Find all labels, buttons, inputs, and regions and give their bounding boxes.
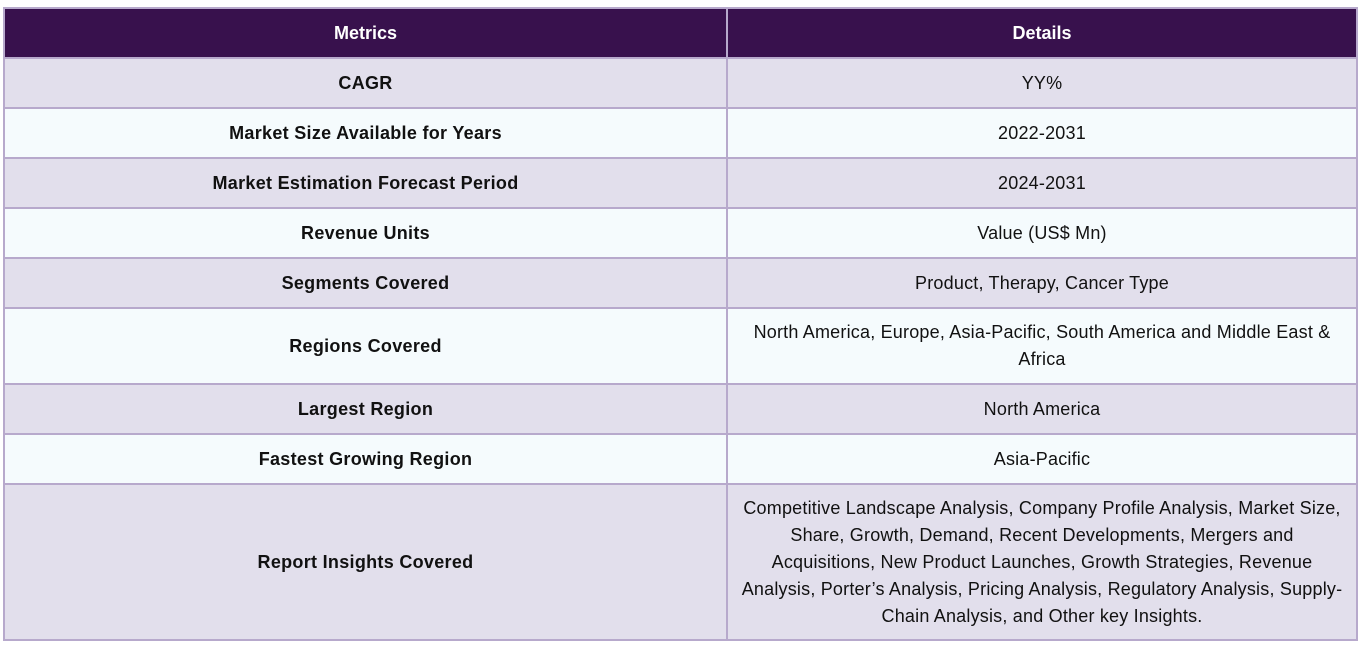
- column-header-metrics: Metrics: [3, 7, 728, 59]
- table-row-market-size-years: Market Size Available for Years 2022-203…: [3, 107, 1358, 159]
- table-row-cagr: CAGR YY%: [3, 57, 1358, 109]
- metric-cell: CAGR: [3, 57, 728, 109]
- detail-cell: Product, Therapy, Cancer Type: [726, 257, 1358, 309]
- table-row-report-insights: Report Insights Covered Competitive Land…: [3, 483, 1358, 641]
- detail-cell: 2022-2031: [726, 107, 1358, 159]
- metric-cell: Market Estimation Forecast Period: [3, 157, 728, 209]
- report-metrics-table: Metrics Details CAGR YY% Market Size Ava…: [3, 7, 1358, 641]
- metric-cell: Largest Region: [3, 383, 728, 435]
- column-header-details: Details: [726, 7, 1358, 59]
- metric-cell: Revenue Units: [3, 207, 728, 259]
- table-row-largest-region: Largest Region North America: [3, 383, 1358, 435]
- metric-cell: Market Size Available for Years: [3, 107, 728, 159]
- metric-cell: Segments Covered: [3, 257, 728, 309]
- detail-cell: YY%: [726, 57, 1358, 109]
- detail-cell: Value (US$ Mn): [726, 207, 1358, 259]
- table-row-revenue-units: Revenue Units Value (US$ Mn): [3, 207, 1358, 259]
- metric-cell: Regions Covered: [3, 307, 728, 385]
- detail-cell: 2024-2031: [726, 157, 1358, 209]
- detail-cell: Competitive Landscape Analysis, Company …: [726, 483, 1358, 641]
- report-metrics-table-container: Metrics Details CAGR YY% Market Size Ava…: [3, 7, 1358, 641]
- detail-cell: North America, Europe, Asia-Pacific, Sou…: [726, 307, 1358, 385]
- table-row-fastest-growing-region: Fastest Growing Region Asia-Pacific: [3, 433, 1358, 485]
- table-row-segments-covered: Segments Covered Product, Therapy, Cance…: [3, 257, 1358, 309]
- detail-cell: North America: [726, 383, 1358, 435]
- detail-cell: Asia-Pacific: [726, 433, 1358, 485]
- table-row-regions-covered: Regions Covered North America, Europe, A…: [3, 307, 1358, 385]
- metric-cell: Report Insights Covered: [3, 483, 728, 641]
- table-row-forecast-period: Market Estimation Forecast Period 2024-2…: [3, 157, 1358, 209]
- table-header-row: Metrics Details: [3, 7, 1358, 59]
- metric-cell: Fastest Growing Region: [3, 433, 728, 485]
